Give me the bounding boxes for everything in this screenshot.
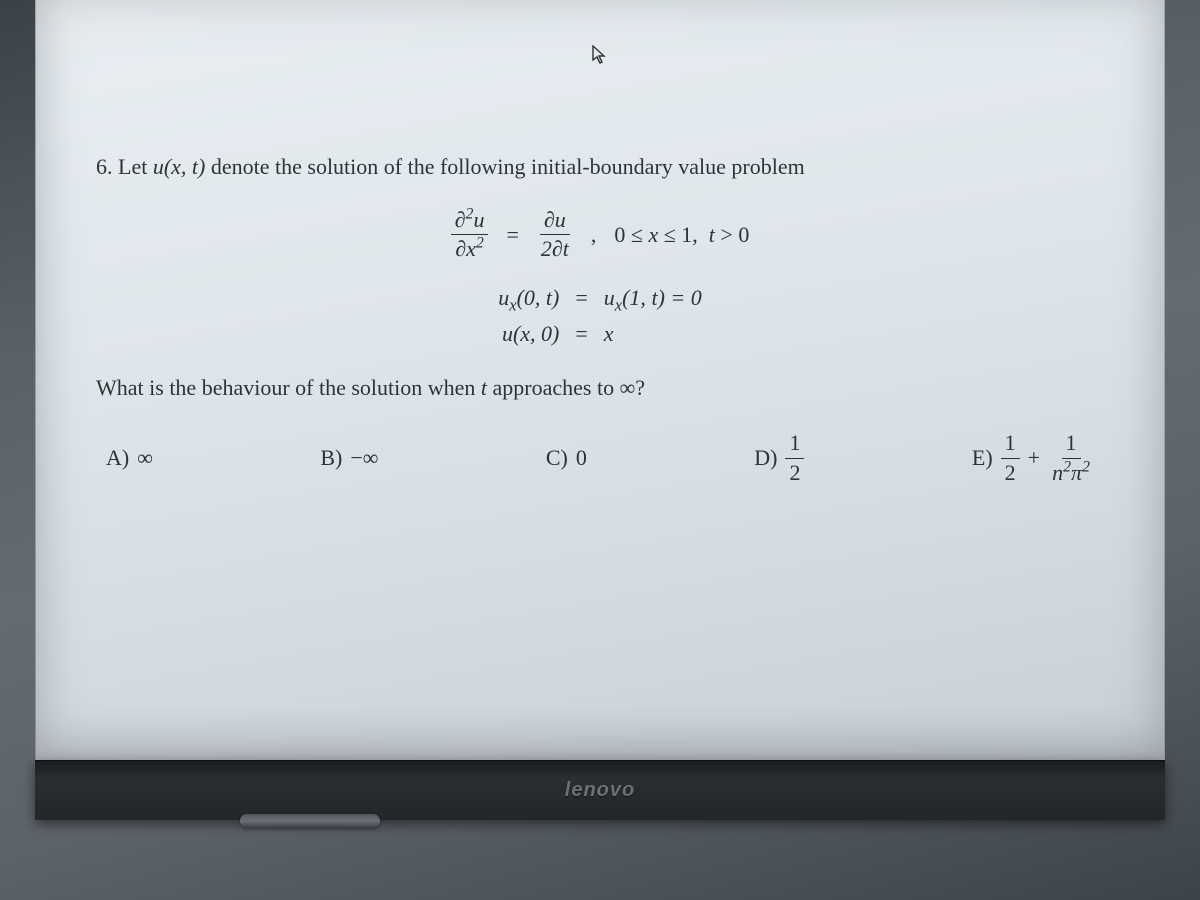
pde-equals: =: [506, 222, 518, 248]
question-text: What is the behaviour of the solution wh…: [96, 375, 1104, 401]
option-e-frac1: 1 2: [1001, 431, 1020, 484]
option-d-num: 1: [785, 431, 804, 458]
laptop-bezel: lenovo: [35, 760, 1165, 820]
option-a-label: A): [106, 445, 129, 471]
option-e-den1: 2: [1001, 459, 1020, 485]
option-e-num1: 1: [1001, 431, 1020, 458]
pde-comma: ,: [591, 222, 597, 248]
ic-eq: =: [575, 321, 587, 347]
bc1-eq: =: [575, 285, 587, 311]
problem-number: 6.: [96, 154, 113, 179]
option-a[interactable]: A) ∞: [106, 431, 153, 484]
option-d[interactable]: D) 1 2: [754, 431, 804, 484]
intro-prefix: Let: [118, 154, 153, 179]
pde-equation: ∂2u ∂x2 = ∂u 2∂t , 0 ≤ x ≤ 1, t > 0: [96, 207, 1104, 261]
option-b-value: −∞: [350, 445, 378, 471]
option-c-label: C): [546, 445, 568, 471]
mouse-cursor-icon: [592, 45, 608, 70]
lenovo-logo: lenovo: [565, 779, 635, 802]
pde-lhs-fraction: ∂2u ∂x2: [451, 208, 489, 261]
bc1-right: ux(1, t) = 0: [604, 285, 702, 311]
option-c-value: 0: [576, 445, 587, 471]
laptop-hinge: [240, 814, 380, 828]
pde-domain: 0 ≤ x ≤ 1, t > 0: [614, 222, 749, 248]
option-e-frac2: 1 n2π2: [1048, 431, 1094, 484]
option-b-label: B): [320, 445, 342, 471]
pde-lhs-den: ∂x2: [451, 235, 488, 261]
option-d-fraction: 1 2: [785, 431, 804, 484]
intro-func: u(x, t): [153, 154, 206, 179]
problem-block: 6. Let u(x, t) denote the solution of th…: [96, 150, 1104, 485]
option-a-value: ∞: [137, 445, 153, 471]
ic-right: x: [604, 321, 702, 347]
pde-rhs-fraction: ∂u 2∂t: [537, 208, 573, 261]
option-e[interactable]: E) 1 2 + 1 n2π2: [972, 431, 1094, 484]
option-c[interactable]: C) 0: [546, 431, 587, 484]
option-d-den: 2: [785, 459, 804, 485]
option-e-den2: n2π2: [1048, 459, 1094, 485]
ic-left: u(x, 0): [498, 321, 559, 347]
option-b[interactable]: B) −∞: [320, 431, 378, 484]
pde-rhs-num: ∂u: [540, 208, 570, 235]
pde-rhs-den: 2∂t: [537, 235, 573, 261]
option-e-label: E): [972, 445, 993, 471]
option-d-label: D): [754, 445, 777, 471]
problem-intro: 6. Let u(x, t) denote the solution of th…: [96, 150, 1104, 183]
intro-suffix: denote the solution of the following ini…: [205, 154, 804, 179]
option-e-num2: 1: [1062, 431, 1081, 458]
option-e-plus: +: [1028, 445, 1040, 471]
answer-options: A) ∞ B) −∞ C) 0 D) 1 2 E) 1: [96, 431, 1104, 484]
bc1-left: ux(0, t): [498, 285, 559, 311]
pde-lhs-num: ∂2u: [451, 208, 489, 235]
laptop-screen: 6. Let u(x, t) denote the solution of th…: [35, 0, 1165, 760]
boundary-initial-conditions: ux(0, t) = ux(1, t) = 0 u(x, 0) = x: [96, 279, 1104, 347]
